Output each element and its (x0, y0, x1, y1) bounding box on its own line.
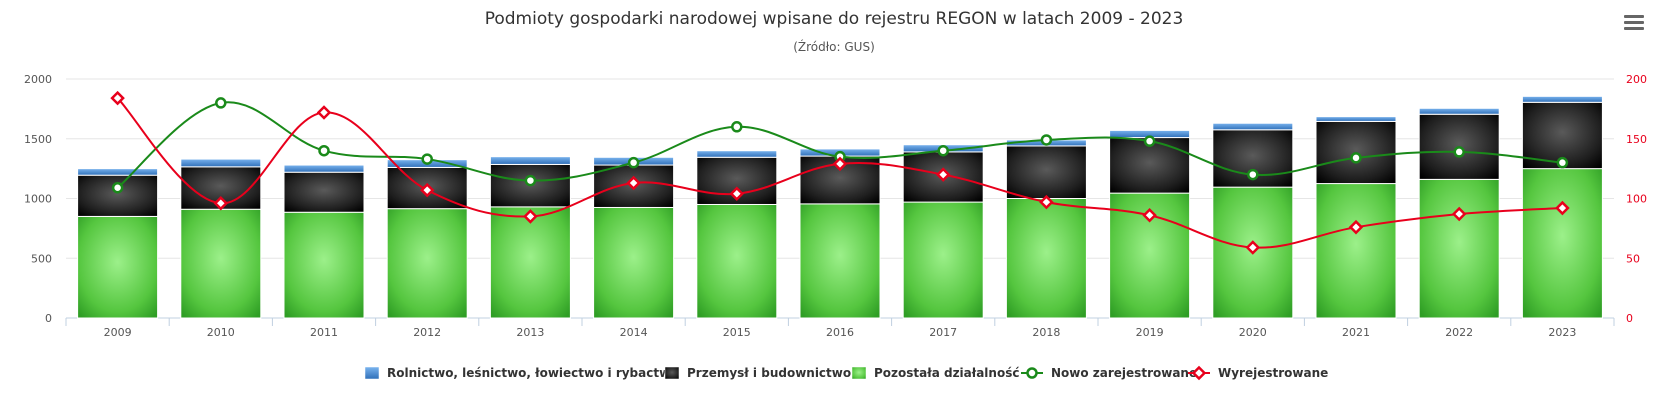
x-tick-label: 2009 (104, 326, 132, 339)
bar-rolnictwo (77, 168, 159, 176)
legend-symbol-rolnictwo (364, 366, 380, 380)
bar-pozostala-dzialalnosc (489, 206, 571, 319)
point-nowo-zarejestrowane (1040, 134, 1053, 146)
x-tick-label: 2015 (723, 326, 751, 339)
bar-pozostala-dzialalnosc (1418, 178, 1500, 319)
point-nowo-zarejestrowane (524, 174, 537, 187)
point-nowo-zarejestrowane (731, 121, 743, 133)
x-tick-label: 2022 (1445, 326, 1473, 339)
bar-pozostala-dzialalnosc (1315, 183, 1397, 319)
point-wyrejestrowane (419, 182, 435, 198)
x-tick-label: 2014 (620, 326, 648, 339)
bar-pozostala-dzialalnosc (902, 201, 984, 319)
legend-symbol-wyrejestrowane (1191, 365, 1207, 381)
x-tick-label: 2018 (1032, 326, 1060, 339)
legend-label-rolnictwo: Rolnictwo, leśnictwo, łowiectwo i rybact… (387, 366, 678, 380)
point-wyrejestrowane (1245, 240, 1261, 255)
bar-pozostala-dzialalnosc (283, 211, 365, 319)
legend-symbol-pozostala (851, 366, 867, 380)
x-tick-label: 2013 (516, 326, 544, 339)
point-wyrejestrowane (1555, 200, 1570, 216)
legend: Rolnictwo, leśnictwo, łowiectwo i rybact… (364, 365, 1328, 381)
x-tick-label: 2011 (310, 326, 338, 339)
y-tick-label-left: 2000 (24, 73, 52, 86)
bar-pozostala-dzialalnosc (386, 208, 468, 319)
bar-rolnictwo (1521, 95, 1603, 103)
point-nowo-zarejestrowane (627, 156, 640, 169)
lines (110, 90, 1570, 255)
legend-label-pozostala: Pozostała działalność (874, 366, 1019, 380)
bar-przemysl-i-budownictwo (1005, 145, 1087, 199)
bars (77, 95, 1603, 319)
bar-przemysl-i-budownictwo (77, 174, 159, 217)
y-tick-label-right: 100 (1626, 193, 1647, 206)
bar-rolnictwo (180, 158, 262, 168)
x-tick-label: 2017 (929, 326, 957, 339)
y-tick-label-right: 200 (1626, 73, 1647, 86)
x-tick-label: 2021 (1342, 326, 1370, 339)
point-nowo-zarejestrowane (1453, 146, 1465, 158)
bar-rolnictwo (283, 164, 365, 173)
x-tick-label: 2010 (207, 326, 235, 339)
point-nowo-zarejestrowane (1143, 135, 1156, 147)
bar-pozostala-dzialalnosc (1005, 198, 1087, 319)
chart-title: Podmioty gospodarki narodowej wpisane do… (485, 9, 1184, 29)
bar-rolnictwo (1212, 122, 1294, 131)
point-nowo-zarejestrowane (421, 153, 433, 165)
y-tick-label-right: 0 (1626, 312, 1633, 325)
point-nowo-zarejestrowane (318, 144, 330, 157)
y-tick-label-left: 1000 (24, 193, 52, 206)
bar-rolnictwo (1418, 107, 1500, 115)
bar-przemysl-i-budownictwo (283, 171, 365, 213)
point-nowo-zarejestrowane (937, 144, 949, 157)
point-wyrejestrowane (729, 186, 745, 201)
bar-pozostala-dzialalnosc (696, 203, 778, 319)
bar-rolnictwo (1315, 116, 1397, 122)
bar-rolnictwo (489, 156, 571, 165)
point-nowo-zarejestrowane (111, 181, 124, 194)
y-tick-label-left: 1500 (24, 133, 52, 146)
point-wyrejestrowane (110, 90, 125, 106)
y-tick-label-right: 50 (1626, 252, 1640, 265)
chart-menu-icon[interactable] (1622, 12, 1646, 34)
x-tick-label: 2023 (1548, 326, 1576, 339)
point-nowo-zarejestrowane (1350, 152, 1362, 164)
point-wyrejestrowane (1348, 219, 1364, 235)
bar-rolnictwo (696, 150, 778, 158)
bar-pozostala-dzialalnosc (180, 208, 262, 319)
point-wyrejestrowane (832, 156, 848, 172)
bar-pozostala-dzialalnosc (1521, 168, 1603, 319)
point-wyrejestrowane (213, 196, 229, 211)
point-wyrejestrowane (935, 167, 951, 182)
point-wyrejestrowane (316, 105, 332, 120)
x-tick-label: 2019 (1136, 326, 1164, 339)
bar-pozostala-dzialalnosc (593, 206, 675, 319)
point-wyrejestrowane (1142, 207, 1157, 223)
x-tick-label: 2016 (826, 326, 854, 339)
point-nowo-zarejestrowane (215, 97, 227, 109)
point-nowo-zarejestrowane (1556, 156, 1569, 169)
point-wyrejestrowane (1039, 194, 1054, 210)
point-wyrejestrowane (1451, 206, 1467, 222)
legend-label-nowo: Nowo zarejestrowane (1051, 366, 1197, 380)
y-tick-label-left: 0 (45, 312, 52, 325)
bar-pozostala-dzialalnosc (77, 215, 159, 319)
x-tick-label: 2020 (1239, 326, 1267, 339)
x-tick-label: 2012 (413, 326, 441, 339)
chart-subtitle: (Źródło: GUS) (793, 39, 875, 54)
legend-label-wyrejestrowane: Wyrejestrowane (1218, 366, 1328, 380)
point-wyrejestrowane (523, 209, 538, 224)
point-nowo-zarejestrowane (1247, 168, 1259, 181)
y-tick-label-left: 500 (31, 252, 52, 265)
point-wyrejestrowane (626, 175, 641, 191)
legend-symbol-nowo (1026, 367, 1038, 379)
y-tick-label-right: 150 (1626, 133, 1647, 146)
legend-label-przemysl: Przemysł i budownictwo (687, 366, 851, 380)
bar-pozostala-dzialalnosc (799, 203, 881, 319)
legend-symbol-przemysl (664, 366, 680, 380)
